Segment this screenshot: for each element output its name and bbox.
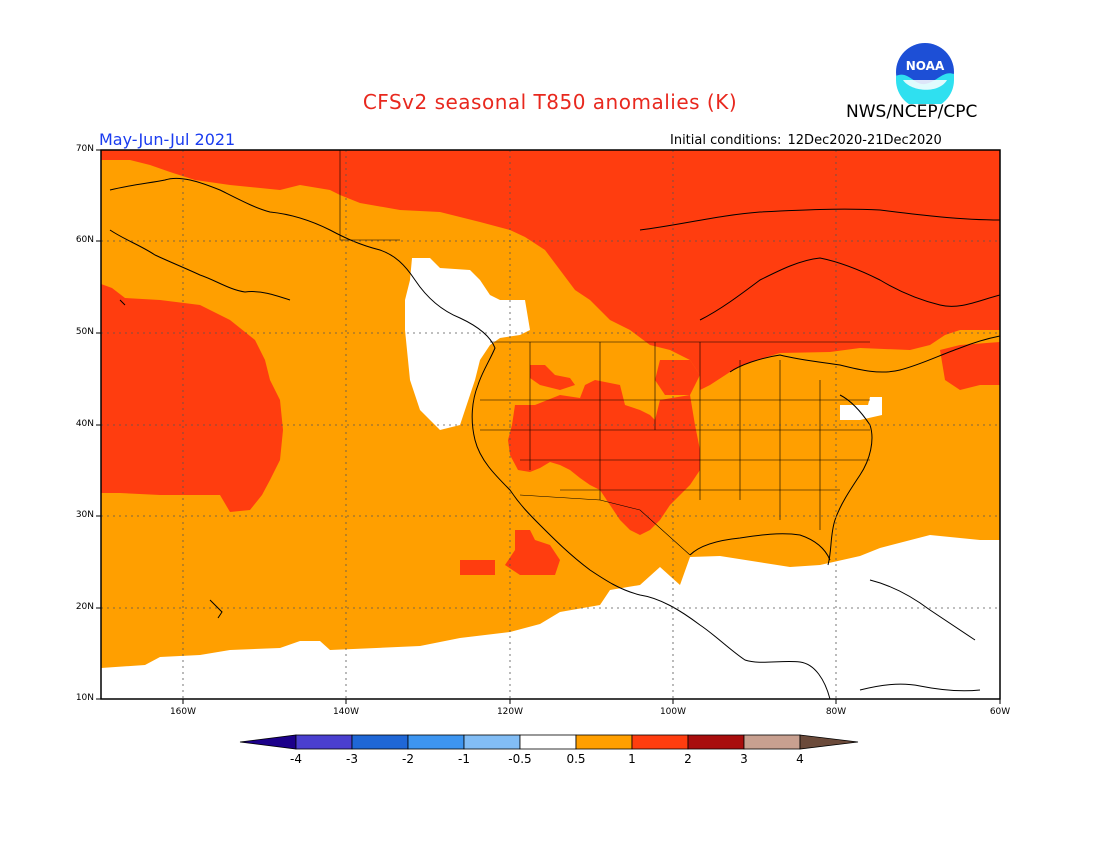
svg-text:NOAA: NOAA	[906, 59, 945, 73]
lon-label-140w: 140W	[332, 707, 360, 717]
anomaly-region-red-west-us	[508, 380, 700, 535]
political-borders	[339, 150, 870, 556]
colorbar-label: 0.5	[566, 752, 586, 766]
colorbar-label: 2	[684, 752, 692, 766]
anomaly-region-red-nw	[530, 365, 575, 390]
anomaly-region-red-north	[101, 150, 1000, 390]
lat-label-30n: 30N	[75, 510, 94, 520]
colorbar-label: -4	[290, 752, 302, 766]
colorbar-cell	[743, 734, 801, 750]
lat-label-60n: 60N	[75, 235, 94, 245]
colorbar-cell	[575, 734, 633, 750]
lat-label-40n: 40N	[75, 419, 94, 429]
initial-conditions: Initial conditions: 12Dec2020-21Dec2020	[668, 133, 942, 148]
lon-label-60w: 60W	[989, 707, 1011, 717]
colorbar-cell	[407, 734, 465, 750]
colorbar-arrow-right	[799, 734, 859, 750]
lat-label-70n: 70N	[75, 144, 94, 154]
period-label: May-Jun-Jul 2021	[99, 130, 236, 149]
org-label: NWS/NCEP/CPC	[846, 102, 978, 122]
lat-label-50n: 50N	[75, 327, 94, 337]
colorbar-label: -1	[458, 752, 470, 766]
colorbar-cell	[463, 734, 521, 750]
colorbar-label: -3	[346, 752, 358, 766]
graticule	[101, 150, 1000, 699]
anomaly-region-white-south	[101, 535, 1000, 699]
colorbar-label: -2	[402, 752, 414, 766]
anomaly-region-red-east	[940, 342, 1000, 390]
colorbar-cell	[519, 734, 577, 750]
anomaly-region-red-baja	[505, 530, 560, 575]
colorbar-cell	[687, 734, 745, 750]
lat-label-20n: 20N	[75, 602, 94, 612]
colorbar-label: 3	[740, 752, 748, 766]
lon-label-100w: 100W	[659, 707, 687, 717]
anomaly-region-red-plains	[655, 360, 700, 395]
lon-label-80w: 80W	[825, 707, 847, 717]
axis-ticks	[96, 149, 1001, 704]
initial-conditions-label: Initial conditions:	[670, 133, 782, 148]
colorbar-cell	[631, 734, 689, 750]
anomaly-region-red-pacific	[101, 284, 283, 512]
colorbar	[239, 734, 859, 750]
coastlines	[109, 177, 1000, 699]
anomaly-region-white-lakes	[840, 397, 882, 420]
noaa-logo: NOAA	[894, 41, 956, 104]
colorbar-label: -0.5	[508, 752, 532, 766]
chart-title: CFSv2 seasonal T850 anomalies (K)	[362, 90, 738, 114]
colorbar-cell	[351, 734, 409, 750]
anomaly-region-red-baja2	[460, 560, 495, 575]
lat-label-10n: 10N	[75, 693, 94, 703]
colorbar-arrow-left	[239, 734, 297, 750]
lon-label-160w: 160W	[169, 707, 197, 717]
lon-label-120w: 120W	[496, 707, 524, 717]
colorbar-label: 1	[628, 752, 636, 766]
initial-conditions-value: 12Dec2020-21Dec2020	[787, 133, 942, 148]
colorbar-cell	[295, 734, 353, 750]
colorbar-label: 4	[796, 752, 804, 766]
anomaly-region-white-pnw	[405, 258, 530, 430]
